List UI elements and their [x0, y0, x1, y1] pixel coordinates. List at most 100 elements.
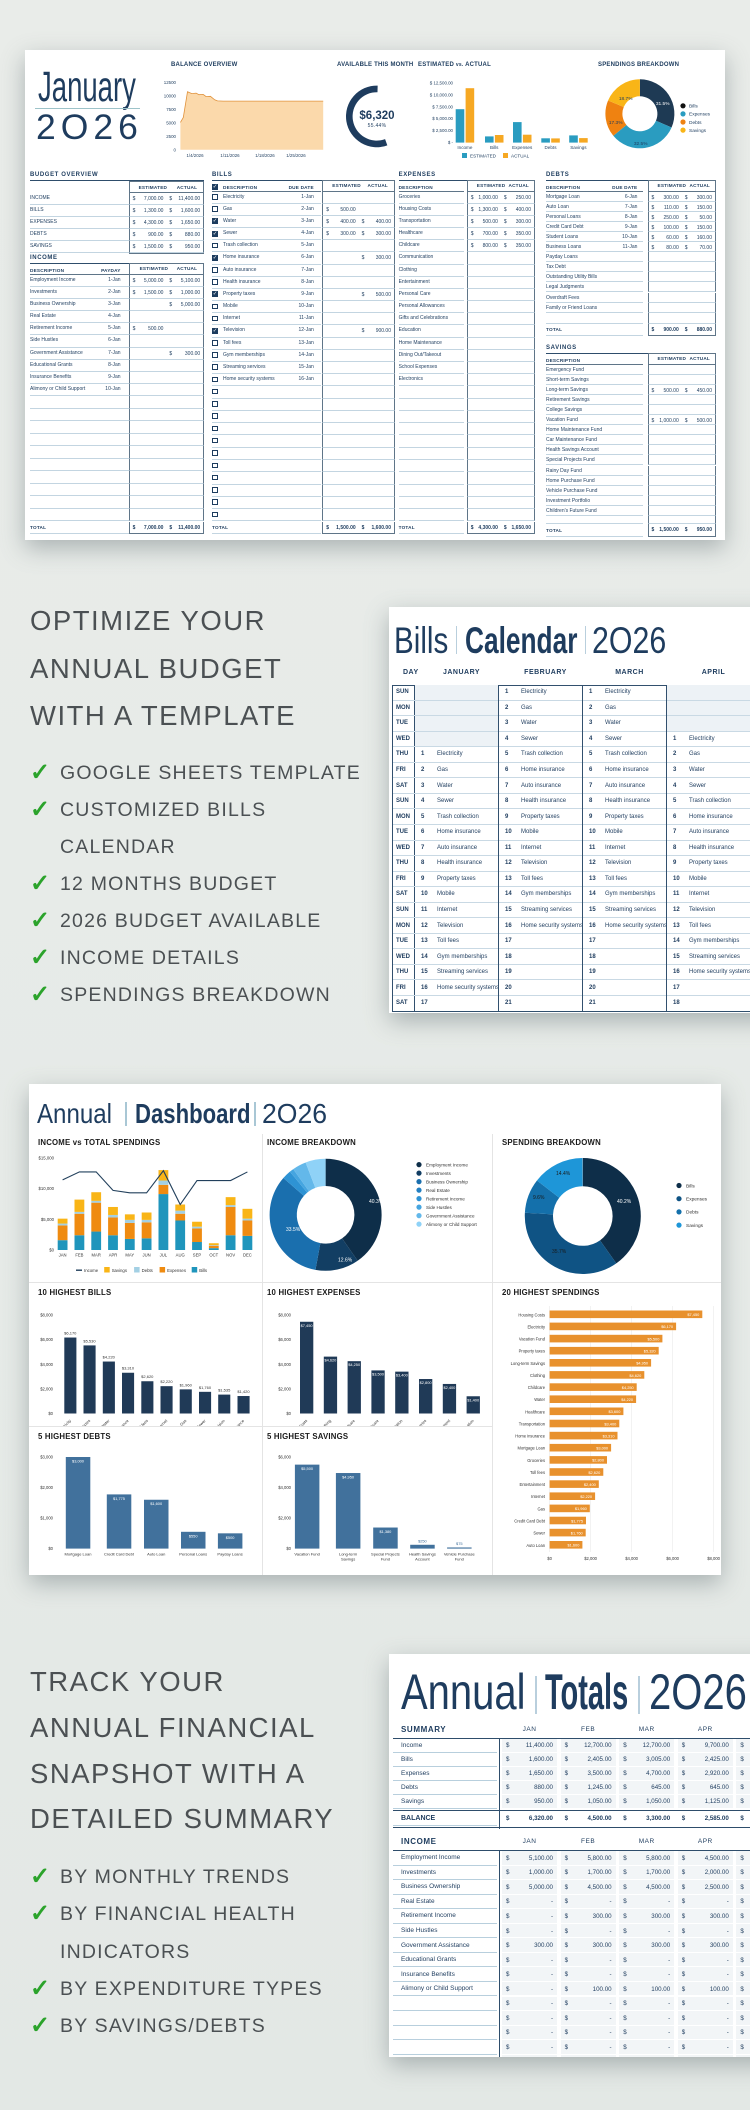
svg-text:$4,220: $4,220 — [621, 1397, 634, 1402]
svg-text:Groceries: Groceries — [527, 1458, 545, 1463]
svg-text:$4,000: $4,000 — [625, 1556, 638, 1561]
svg-text:SEP: SEP — [193, 1253, 202, 1258]
svg-text:$1,960: $1,960 — [180, 1382, 193, 1387]
svg-text:MAR: MAR — [92, 1253, 101, 1258]
svg-text:35.7%: 35.7% — [552, 1249, 567, 1255]
svg-text:FEB: FEB — [75, 1253, 83, 1258]
svg-text:$10,000: $10,000 — [38, 1186, 54, 1191]
svg-text:Bills: Bills — [689, 104, 698, 110]
svg-text:$1,600: $1,600 — [150, 1501, 163, 1506]
svg-text:Retirement Income: Retirement Income — [426, 1196, 465, 1201]
svg-text:$0: $0 — [286, 1546, 291, 1551]
svg-text:Groceries: Groceries — [412, 1418, 428, 1426]
svg-text:Mortgage Loan: Mortgage Loan — [517, 1446, 545, 1451]
svg-text:NOV: NOV — [226, 1253, 235, 1258]
svg-text:$2,000: $2,000 — [40, 1485, 53, 1490]
svg-text:Mortgage Loan: Mortgage Loan — [65, 1552, 92, 1557]
svg-text:$3,000: $3,000 — [40, 1455, 53, 1460]
svg-text:$3,600: $3,600 — [608, 1409, 621, 1414]
svg-text:Clothing: Clothing — [530, 1373, 546, 1378]
svg-text:Housing Costs: Housing Costs — [286, 1418, 308, 1426]
svg-text:$0: $0 — [48, 1546, 53, 1551]
svg-text:$ -: $ - — [448, 140, 454, 145]
svg-text:Healthcare: Healthcare — [525, 1409, 546, 1414]
svg-text:$5,500: $5,500 — [301, 1466, 314, 1471]
svg-text:$6,000: $6,000 — [278, 1455, 291, 1460]
svg-text:Income: Income — [457, 145, 473, 150]
svg-text:APR: APR — [109, 1253, 118, 1258]
svg-text:$8,000: $8,000 — [278, 1313, 291, 1318]
svg-text:$3,500: $3,500 — [372, 1371, 385, 1376]
svg-text:Property taxes: Property taxes — [519, 1349, 545, 1354]
svg-text:Childcare: Childcare — [340, 1418, 356, 1426]
svg-text:Clothing: Clothing — [318, 1418, 332, 1426]
svg-text:$3,310: $3,310 — [603, 1433, 616, 1438]
svg-text:Expenses: Expenses — [686, 1197, 708, 1203]
svg-text:$ 10,000.00: $ 10,000.00 — [430, 92, 454, 97]
svg-text:Fund: Fund — [381, 1557, 390, 1562]
svg-text:$4,220: $4,220 — [103, 1355, 116, 1360]
svg-text:$5,320: $5,320 — [644, 1349, 657, 1354]
svg-text:Internet: Internet — [531, 1494, 546, 1499]
svg-text:Expenses: Expenses — [512, 145, 533, 150]
svg-text:$ 7,500.00: $ 7,500.00 — [432, 104, 453, 109]
svg-text:$2,800: $2,800 — [420, 1380, 433, 1385]
svg-text:$4,950: $4,950 — [342, 1475, 355, 1480]
svg-text:Sewer: Sewer — [533, 1531, 545, 1536]
svg-text:Debts: Debts — [689, 120, 702, 126]
svg-text:Gas: Gas — [179, 1418, 188, 1426]
svg-text:$4,250: $4,250 — [348, 1362, 361, 1367]
svg-text:ESTIMATED: ESTIMATED — [470, 154, 497, 159]
svg-text:1/25/2026: 1/25/2026 — [286, 153, 306, 158]
svg-text:$1,600: $1,600 — [567, 1543, 580, 1548]
svg-text:$2,220: $2,220 — [160, 1379, 173, 1384]
svg-text:$5,530: $5,530 — [83, 1338, 96, 1343]
svg-text:Personal Loans: Personal Loans — [179, 1552, 207, 1557]
svg-text:JUL: JUL — [160, 1253, 168, 1258]
svg-text:$2,620: $2,620 — [588, 1470, 601, 1475]
svg-text:$3,310: $3,310 — [122, 1366, 135, 1371]
svg-text:40.3%: 40.3% — [369, 1199, 384, 1205]
svg-text:0: 0 — [174, 147, 177, 152]
svg-text:Entertainment: Entertainment — [430, 1418, 452, 1426]
svg-text:Business Ownership: Business Ownership — [426, 1179, 468, 1184]
svg-text:$6,000: $6,000 — [40, 1337, 53, 1342]
svg-text:Investments: Investments — [426, 1171, 451, 1176]
svg-text:Alimony or Child Support: Alimony or Child Support — [426, 1222, 478, 1227]
svg-text:$3,400: $3,400 — [604, 1421, 617, 1426]
svg-text:Bills: Bills — [490, 145, 499, 150]
svg-text:31.5%: 31.5% — [656, 101, 670, 107]
svg-text:Vehicle Purchase: Vehicle Purchase — [444, 1552, 476, 1557]
svg-text:JUN: JUN — [143, 1253, 151, 1258]
svg-text:Communication: Communication — [452, 1418, 475, 1426]
svg-text:$1,960: $1,960 — [575, 1506, 588, 1511]
svg-text:1/18/2026: 1/18/2026 — [255, 153, 275, 158]
svg-text:Home insurance: Home insurance — [515, 1434, 546, 1439]
svg-text:Childcare: Childcare — [528, 1385, 546, 1390]
svg-text:$4,000: $4,000 — [40, 1362, 53, 1367]
svg-text:33.5%: 33.5% — [286, 1227, 301, 1233]
svg-text:Special Projects: Special Projects — [371, 1552, 400, 1557]
svg-text:5000: 5000 — [166, 120, 176, 125]
svg-text:Water: Water — [534, 1397, 545, 1402]
svg-text:2500: 2500 — [166, 134, 176, 139]
svg-text:Bills: Bills — [199, 1268, 207, 1273]
svg-text:$4,250: $4,250 — [622, 1385, 635, 1390]
svg-text:MAY: MAY — [125, 1253, 134, 1258]
svg-text:$7,450: $7,450 — [301, 1323, 314, 1328]
svg-text:$3,000: $3,000 — [596, 1446, 609, 1451]
svg-text:Savings: Savings — [686, 1223, 704, 1229]
svg-text:Sewer: Sewer — [195, 1418, 207, 1426]
svg-text:Long-term: Long-term — [339, 1552, 358, 1557]
svg-text:$ 12,500.00: $ 12,500.00 — [430, 80, 454, 85]
svg-text:$250: $250 — [418, 1538, 427, 1543]
svg-text:Side Hustles: Side Hustles — [426, 1205, 452, 1210]
svg-text:Health Savings: Health Savings — [409, 1552, 436, 1557]
svg-text:JAN: JAN — [59, 1253, 67, 1258]
svg-text:$0: $0 — [49, 1248, 54, 1253]
svg-text:ACTUAL: ACTUAL — [511, 154, 530, 159]
svg-text:$4,950: $4,950 — [636, 1361, 649, 1366]
svg-text:Television: Television — [210, 1418, 226, 1426]
svg-text:1/4/2026: 1/4/2026 — [186, 153, 204, 158]
svg-text:DEC: DEC — [243, 1253, 252, 1258]
